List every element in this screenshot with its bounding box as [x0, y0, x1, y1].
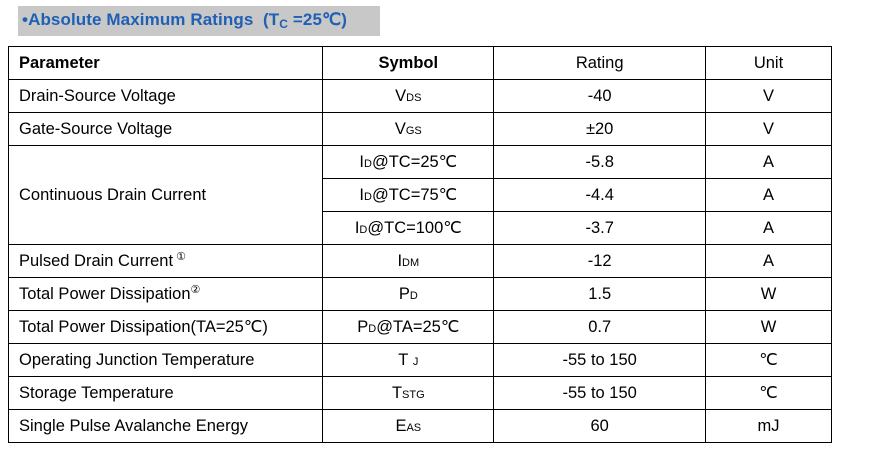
table-row: Storage Temperature TSTG -55 to 150 ℃ [7, 376, 832, 410]
symbol-main: I [354, 219, 360, 237]
unit-cell: ℃ [705, 343, 832, 377]
footnote-marker: ② [190, 283, 201, 296]
unit-cell: V [705, 79, 832, 113]
symbol-cell: IDM [322, 244, 495, 278]
symbol-suffix: @TA=25℃ [376, 318, 460, 336]
symbol-main: V [394, 119, 406, 138]
table-row: Total Power Dissipation② PD 1.5 W [7, 277, 832, 311]
symbol-cell: EAS [322, 409, 495, 443]
symbol-sub: J [412, 355, 419, 368]
table-row: Pulsed Drain Current ① IDM -12 A [7, 244, 832, 278]
symbol-main: T [398, 350, 409, 369]
param-label: Total Power Dissipation [19, 284, 191, 303]
symbol-main: T [391, 383, 403, 402]
param-cell: Operating Junction Temperature [7, 343, 324, 377]
symbol-cell: VGS [322, 112, 495, 146]
symbol-sub: D [364, 158, 372, 170]
symbol-sub: D [368, 323, 377, 335]
table-row: Total Power Dissipation(TA=25℃) PD@TA=25… [7, 310, 832, 344]
header-symbol: Symbol [322, 46, 495, 80]
rating-cell: -5.8 [493, 145, 707, 179]
title-condition-close: =25℃) [292, 10, 347, 29]
rating-cell: -55 to 150 [493, 376, 707, 410]
section-title-bar: •Absolute Maximum Ratings (TC =25℃) [18, 6, 380, 36]
rating-cell: ±20 [493, 112, 707, 146]
symbol-main: E [395, 416, 407, 435]
header-unit: Unit [705, 46, 832, 80]
symbol-sub: D [359, 224, 368, 236]
rating-cell: 0.7 [493, 310, 707, 344]
table-row: ID@TC=100℃ -3.7 A [9, 211, 832, 245]
symbol-suffix: @TC=25℃ [371, 153, 458, 171]
param-cell: Total Power Dissipation(TA=25℃) [7, 310, 324, 344]
rating-cell: 60 [493, 409, 707, 443]
symbol-main: V [395, 86, 407, 105]
param-cell: Single Pulse Avalanche Energy [7, 409, 324, 443]
symbol-sub: GS [405, 124, 422, 137]
param-label: Pulsed Drain Current [19, 251, 174, 270]
table-row: Operating Junction Temperature T J -55 t… [7, 343, 832, 377]
rating-cell: -40 [493, 79, 707, 113]
param-cell: Continuous Drain Current [7, 145, 324, 245]
section-title: •Absolute Maximum Ratings (TC =25℃) [22, 10, 347, 31]
symbol-main: I [397, 251, 403, 270]
symbol-cell: T J [322, 343, 495, 377]
symbol-sub: DS [406, 91, 422, 104]
symbol-sub: D [364, 191, 372, 203]
table-row: Continuous Drain Current ID@TC=25℃ -5.8 … [7, 145, 832, 245]
symbol-cell: ID@TC=25℃ [322, 145, 495, 179]
symbol-main: P [398, 284, 410, 303]
param-cell: Storage Temperature [7, 376, 324, 410]
symbol-main: P [357, 318, 369, 336]
symbol-cell: ID@TC=75℃ [322, 178, 495, 212]
title-condition-open: (T [263, 10, 280, 29]
symbol-cell: TSTG [322, 376, 495, 410]
symbol-cell: ID@TC=100℃ [322, 211, 495, 245]
symbol-main: I [359, 153, 364, 171]
rating-cell: -55 to 150 [493, 343, 707, 377]
unit-cell: A [705, 244, 832, 278]
table-row: Drain-Source Voltage VDS -40 V [7, 79, 832, 113]
table-row: Single Pulse Avalanche Energy EAS 60 mJ [7, 409, 832, 443]
title-bullet: • [22, 10, 29, 29]
param-cell: Gate-Source Voltage [7, 112, 324, 146]
footnote-marker: ① [176, 250, 186, 263]
param-cell: Pulsed Drain Current ① [7, 244, 324, 278]
unit-cell: V [705, 112, 832, 146]
symbol-sub: DM [402, 256, 420, 269]
title-condition-sub: C [279, 17, 289, 31]
param-cell: Total Power Dissipation② [7, 277, 324, 311]
symbol-sub: D [409, 289, 418, 302]
unit-cell: A [705, 178, 832, 212]
symbol-cell: PD@TA=25℃ [322, 310, 495, 344]
symbol-cell: VDS [322, 79, 495, 113]
rating-cell: -4.4 [493, 178, 707, 212]
rating-cell: -3.7 [493, 211, 707, 245]
unit-cell: W [705, 310, 832, 344]
unit-cell: mJ [705, 409, 832, 443]
absolute-max-ratings-table: Parameter Symbol Rating Unit Drain-Sourc… [7, 46, 832, 443]
unit-cell: ℃ [705, 376, 832, 410]
symbol-main: I [359, 186, 364, 204]
unit-cell: A [705, 211, 832, 245]
header-rating: Rating [493, 46, 707, 80]
symbol-sub: AS [406, 421, 422, 434]
symbol-sub: STG [402, 388, 425, 401]
param-cell: Drain-Source Voltage [7, 79, 324, 113]
rating-cell: 1.5 [493, 277, 707, 311]
unit-cell: W [705, 277, 832, 311]
symbol-suffix: @TC=75℃ [371, 186, 458, 204]
table-row: Gate-Source Voltage VGS ±20 V [7, 112, 832, 146]
table-row: ID@TC=75℃ -4.4 A [9, 178, 832, 212]
symbol-suffix: @TC=100℃ [367, 219, 462, 237]
title-main: Absolute Maximum Ratings [28, 10, 254, 29]
unit-cell: A [705, 145, 832, 179]
header-parameter: Parameter [7, 46, 324, 80]
symbol-cell: PD [322, 277, 495, 311]
table-header-row: Parameter Symbol Rating Unit [7, 46, 832, 80]
rating-cell: -12 [493, 244, 707, 278]
